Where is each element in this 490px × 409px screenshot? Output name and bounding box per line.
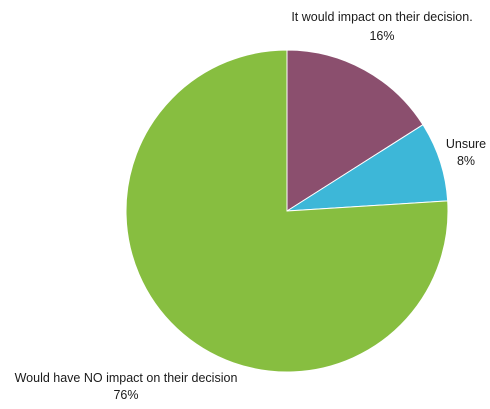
slice-label-impact: It would impact on their decision. [291,10,472,24]
slice-label-no-impact: Would have NO impact on their decision [15,371,238,385]
pie-slices [125,49,449,373]
slice-value-no-impact: 76% [113,388,138,402]
slice-label-unsure: Unsure [446,137,486,151]
slice-value-unsure: 8% [457,154,475,168]
slice-value-impact: 16% [369,29,394,43]
pie-slice-impact [286,49,424,212]
pie-slice-no-impact [125,49,449,373]
